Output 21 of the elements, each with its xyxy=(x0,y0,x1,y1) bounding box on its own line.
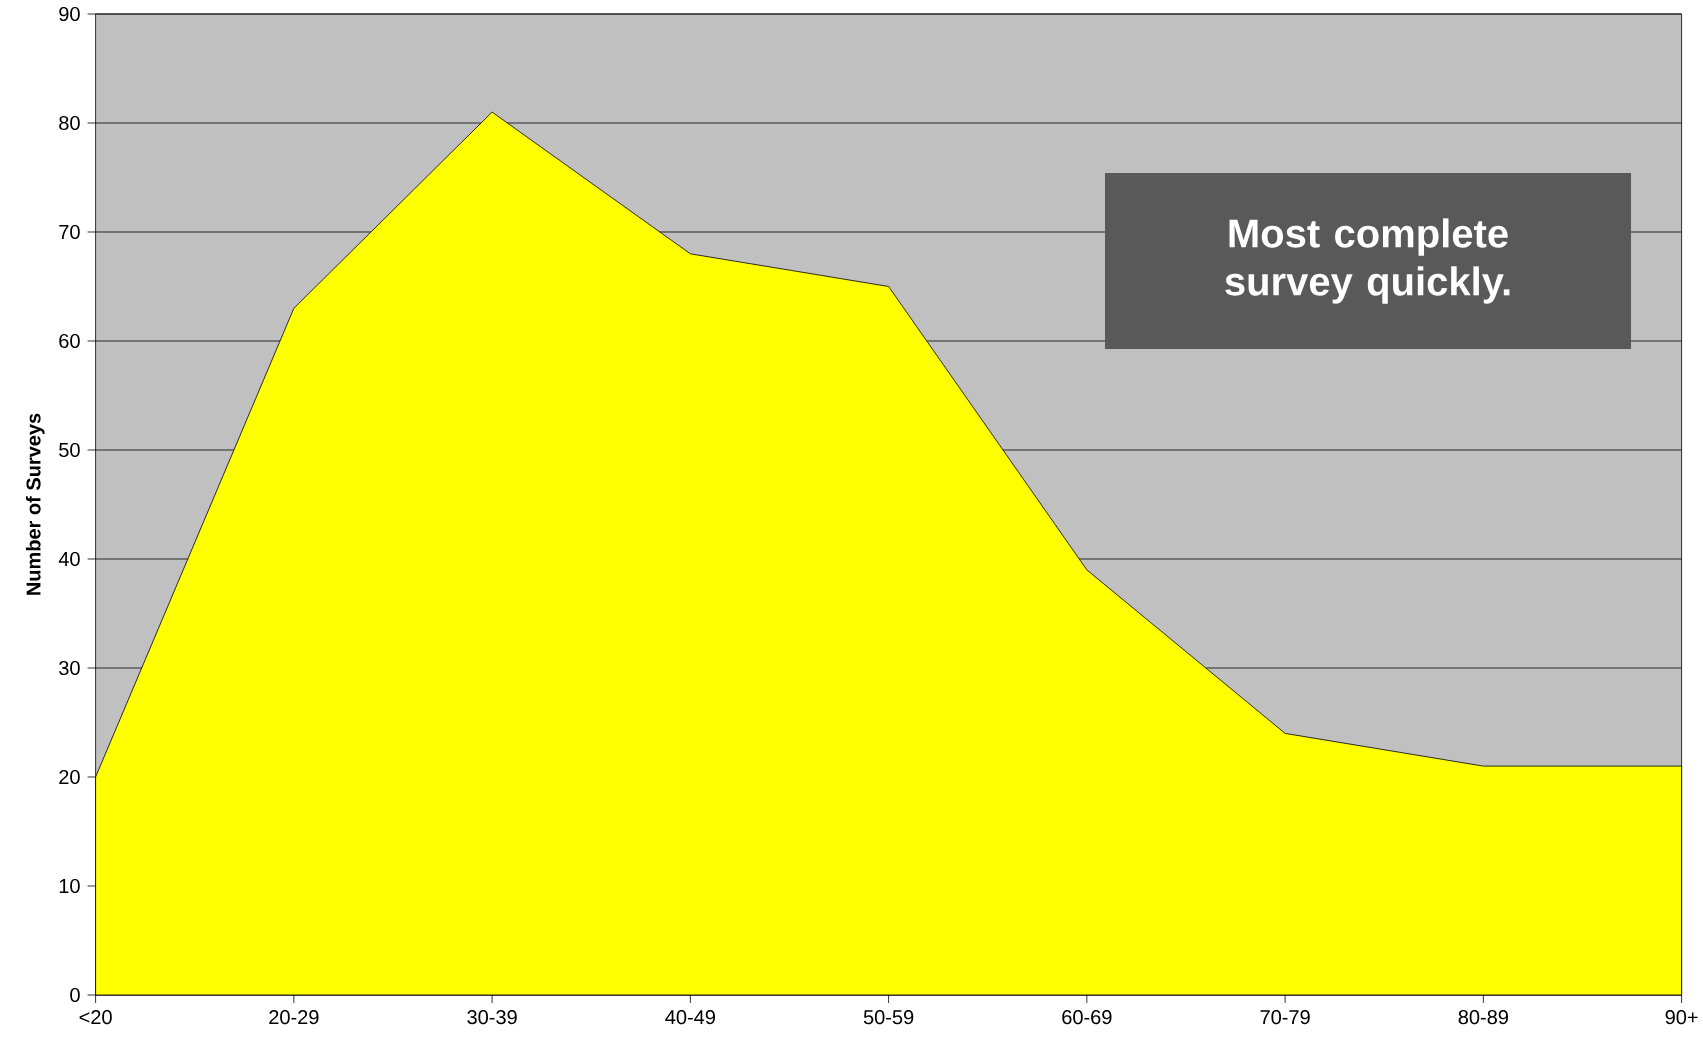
annotation: Most complete survey quickly. xyxy=(1225,218,1510,304)
y-tick-label: 90 xyxy=(59,6,80,22)
x-tick-label: 30-39 xyxy=(467,1010,517,1025)
y-tick-label: 50 xyxy=(59,442,80,458)
y-tick-label: 10 xyxy=(59,878,80,894)
x-tick-label: 70-79 xyxy=(1260,1010,1310,1025)
y-tick-label: 30 xyxy=(59,660,80,676)
x-tick-label: 80-89 xyxy=(1458,1010,1508,1025)
x-tick-label: 40-49 xyxy=(665,1010,715,1025)
y-axis-title: Number of Surveys xyxy=(25,413,45,595)
x-tick-label: 60-69 xyxy=(1062,1010,1112,1025)
y-tick-label: 20 xyxy=(59,769,80,785)
x-tick-label: 90+ xyxy=(1665,1010,1698,1025)
y-tick-label: 40 xyxy=(58,551,80,567)
y-tick-label: 70 xyxy=(59,224,80,240)
x-tick-label: 50-59 xyxy=(863,1010,914,1025)
y-tick-label: 60 xyxy=(59,333,80,349)
x-tick-label: <20 xyxy=(79,1010,112,1025)
y-tick-label: 80 xyxy=(59,115,80,131)
x-tick-label: 20-29 xyxy=(269,1010,319,1025)
y-tick-label: 0 xyxy=(70,987,80,1003)
